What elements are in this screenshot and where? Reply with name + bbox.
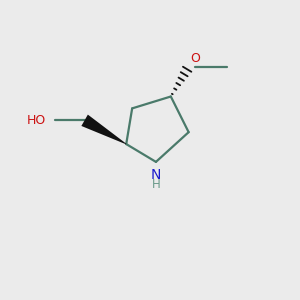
Text: H: H xyxy=(152,178,160,191)
Text: HO: HO xyxy=(27,114,46,127)
Text: N: N xyxy=(151,168,161,182)
Polygon shape xyxy=(81,115,126,144)
Text: O: O xyxy=(190,52,200,65)
